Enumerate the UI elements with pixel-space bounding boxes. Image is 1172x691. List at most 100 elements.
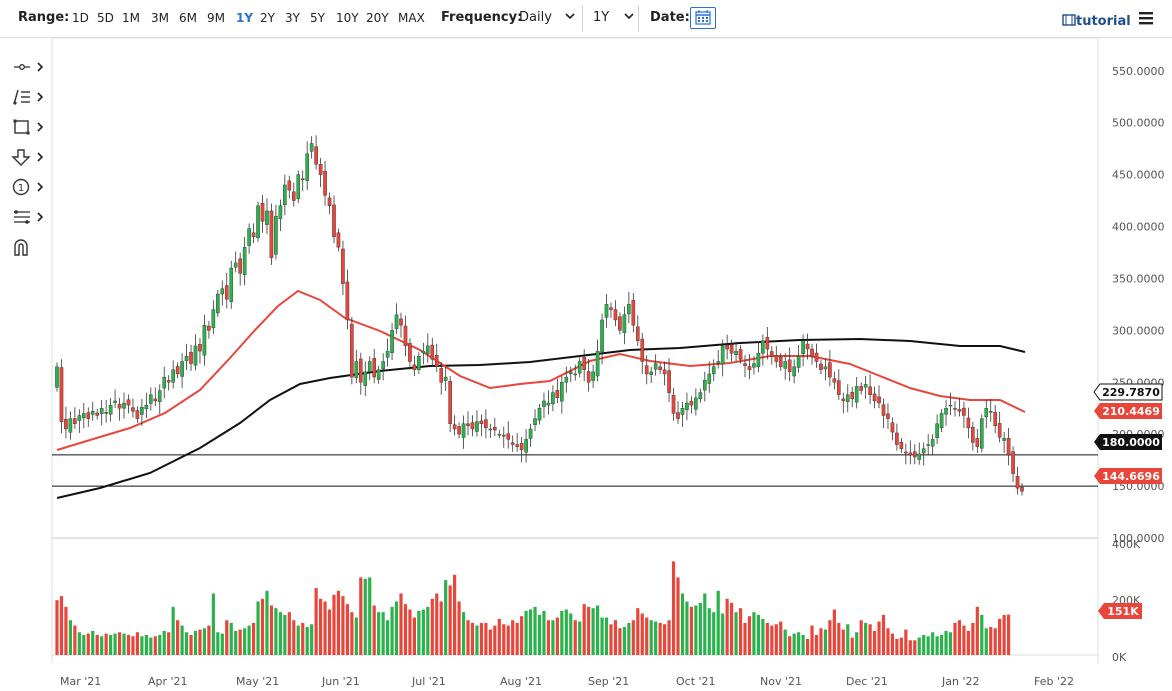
volume-bar — [229, 622, 233, 655]
volume-bar — [283, 614, 287, 655]
candle-body — [868, 386, 872, 395]
volume-bar — [318, 598, 323, 655]
candle-body — [376, 369, 381, 380]
tool-annotation[interactable]: 1 — [8, 176, 52, 200]
candle-body — [778, 357, 783, 367]
candle-body — [55, 366, 59, 388]
candle-body — [850, 392, 855, 400]
candle-body — [819, 363, 823, 370]
range-1d-button[interactable]: 1D — [72, 11, 89, 25]
range-3m-button[interactable]: 3M — [151, 11, 169, 25]
candle-body — [801, 340, 805, 355]
candle-body — [635, 326, 640, 341]
price-tick-label: 500.0000 — [1112, 117, 1165, 130]
candle-body — [198, 344, 202, 352]
volume-bar — [238, 629, 242, 655]
volume-bar — [685, 601, 689, 655]
tool-fibonacci[interactable] — [8, 206, 52, 230]
volume-bar — [269, 605, 274, 655]
candle-body — [573, 373, 578, 376]
candle-body — [828, 362, 832, 378]
range-1y-button[interactable]: 1Y — [236, 11, 254, 25]
volume-bar — [73, 625, 77, 655]
price-tick-label: 400.0000 — [1112, 221, 1165, 234]
candle-body — [238, 258, 242, 274]
volume-bar — [243, 628, 247, 655]
volume-bar — [743, 622, 747, 655]
price-badge — [1098, 603, 1142, 619]
volume-bar — [730, 602, 734, 655]
candle-body — [394, 314, 399, 329]
volume-bar — [372, 605, 376, 655]
candle-body — [345, 281, 350, 321]
volume-bar — [220, 633, 224, 655]
range-9m-button[interactable]: 9M — [207, 11, 225, 25]
volume-bar — [801, 634, 805, 655]
candle-body — [327, 197, 332, 206]
candle-body — [421, 350, 426, 354]
volume-bar — [386, 620, 390, 655]
candle-body — [117, 404, 122, 409]
tool-magnet[interactable] — [8, 236, 52, 260]
range-20y-button[interactable]: 20Y — [366, 11, 389, 25]
volume-bar — [609, 624, 613, 655]
volume-bar — [475, 625, 479, 655]
moving-average-50 — [56, 289, 1026, 451]
range-5y-button[interactable]: 5Y — [310, 11, 325, 25]
volume-bar — [131, 636, 135, 655]
crosshair-icon — [14, 64, 30, 70]
tutorial-link[interactable]: tutorial — [1062, 14, 1131, 29]
volume-bar — [86, 633, 90, 655]
price-chart[interactable]: 550.0000 500.0000 450.0000 400.0000 350.0000… — [0, 38, 1172, 691]
tool-shapes[interactable] — [8, 116, 52, 140]
candle-body — [895, 432, 899, 445]
period-select[interactable]: 1Y — [593, 10, 635, 25]
date-picker-button[interactable] — [690, 7, 716, 29]
candle-body — [430, 344, 435, 360]
range-3y-button[interactable]: 3Y — [285, 11, 300, 25]
candle-body — [497, 433, 502, 436]
volume-bar — [234, 630, 238, 655]
volume-bar — [850, 637, 854, 655]
candle-body — [658, 366, 662, 370]
hamburger-menu-icon[interactable] — [1138, 10, 1154, 26]
volume-bar — [676, 577, 680, 655]
volume-bar — [68, 620, 73, 655]
candle-body — [510, 442, 515, 445]
candle-body — [707, 373, 712, 384]
candle-body — [220, 288, 225, 295]
volume-bar — [993, 628, 997, 655]
range-1m-button[interactable]: 1M — [122, 11, 140, 25]
range-5d-button[interactable]: 5D — [97, 11, 114, 25]
tool-crosshair[interactable] — [8, 56, 52, 80]
volume-bar — [506, 625, 510, 655]
candle-body — [363, 371, 368, 386]
candle-body — [796, 356, 801, 368]
volume-bar — [725, 598, 729, 655]
candle-body — [805, 343, 810, 350]
candle-body — [957, 409, 962, 412]
volume-bar — [944, 630, 948, 655]
range-10y-button[interactable]: 10Y — [336, 11, 359, 25]
candle-body — [917, 453, 922, 460]
volume-bar — [59, 596, 64, 655]
candle-body — [662, 369, 667, 375]
range-2y-button[interactable]: 2Y — [260, 11, 275, 25]
frequency-select[interactable]: Daily — [519, 10, 576, 25]
volume-bar — [783, 629, 787, 655]
range-max-button[interactable]: MAX — [398, 11, 425, 25]
volume-bar — [55, 600, 59, 655]
volume-bar — [823, 629, 828, 655]
candle-body — [644, 365, 649, 375]
volume-bar — [895, 638, 899, 655]
tool-arrow-down[interactable] — [8, 146, 52, 170]
tool-trend-lines[interactable] — [8, 86, 52, 110]
candle-body — [256, 205, 260, 238]
range-6m-button[interactable]: 6M — [179, 11, 197, 25]
volume-bar — [91, 630, 95, 655]
volume-bar — [828, 620, 832, 655]
price-badge — [1094, 403, 1162, 419]
candle-body — [546, 402, 551, 406]
candle-body — [390, 330, 394, 353]
volume-bar — [247, 625, 251, 655]
